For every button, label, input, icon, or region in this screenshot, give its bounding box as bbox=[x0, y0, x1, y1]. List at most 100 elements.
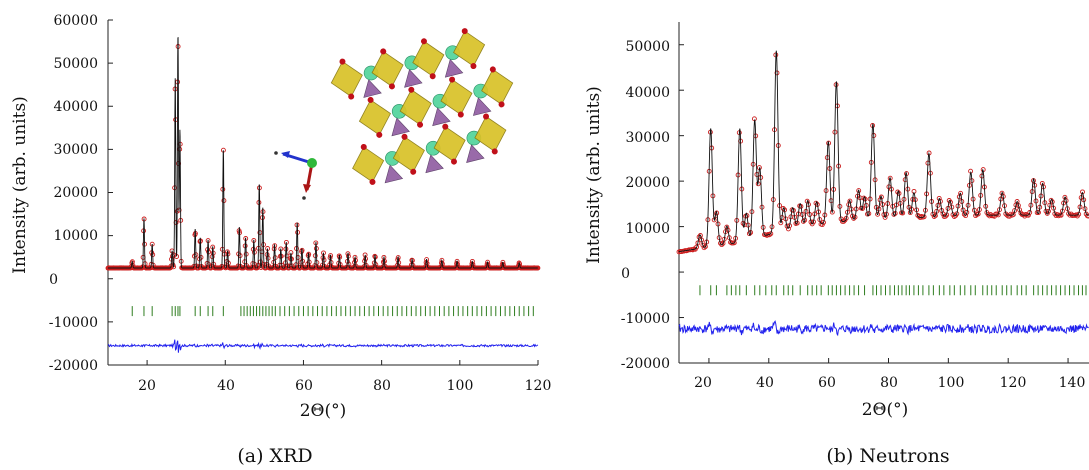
neutrons-observed-point bbox=[1080, 189, 1085, 195]
neutrons-observed-point bbox=[954, 211, 960, 217]
xrd-y-axis-label: Intensity (arb. units) bbox=[10, 96, 30, 274]
octahedron bbox=[474, 115, 507, 153]
neutrons-observed-point bbox=[875, 211, 881, 217]
neutrons-observed-point bbox=[697, 233, 703, 238]
xrd-panel: Intensity (arb. units) 60000 50000 40000… bbox=[10, 13, 551, 467]
octahedron bbox=[453, 30, 486, 67]
xrd-caption: (a) XRD bbox=[237, 445, 312, 467]
oxygen-atom bbox=[483, 113, 490, 120]
neutrons-observed-point bbox=[768, 231, 774, 237]
orientation-axes-icon bbox=[274, 151, 317, 200]
neutrons-difference-curve bbox=[678, 320, 1089, 337]
octahedron bbox=[352, 146, 385, 183]
xrd-x-tick: 40 bbox=[217, 378, 235, 394]
xrd-x-tick: 80 bbox=[373, 378, 391, 394]
neutrons-observed-point bbox=[718, 240, 723, 246]
neutrons-observed-point bbox=[731, 240, 737, 246]
oxygen-atom bbox=[489, 66, 496, 73]
neutrons-observed-point bbox=[694, 244, 700, 250]
octahedron bbox=[440, 79, 473, 116]
neutrons-y-tick: -20000 bbox=[621, 356, 670, 372]
oxygen-atom bbox=[380, 48, 387, 55]
neutrons-x-tick: 40 bbox=[756, 375, 774, 391]
xrd-x-tick-labels: 20 40 60 80 100 120 bbox=[138, 378, 551, 394]
oxygen-atom bbox=[449, 76, 456, 83]
neutrons-observed-point bbox=[701, 245, 707, 251]
neutrons-x-tick-labels: 20 40 60 80 100 120 140 bbox=[694, 375, 1085, 391]
neutrons-observed-point bbox=[800, 218, 806, 224]
neutrons-observed-point bbox=[856, 188, 862, 194]
tetrahedron bbox=[425, 154, 444, 174]
oxygen-atom bbox=[420, 38, 427, 45]
oxygen-atom bbox=[429, 73, 436, 80]
xrd-x-tick: 60 bbox=[295, 378, 313, 394]
xrd-x-tick: 20 bbox=[138, 378, 156, 394]
neutrons-observed-point bbox=[975, 211, 981, 217]
neutrons-y-tick: 50000 bbox=[625, 39, 670, 55]
neutrons-observed-point bbox=[948, 199, 953, 205]
neutrons-x-tick: 100 bbox=[938, 375, 965, 391]
neutrons-y-tick: 0 bbox=[621, 266, 630, 282]
neutrons-observed-point bbox=[821, 220, 826, 225]
xrd-y-tick: -20000 bbox=[49, 358, 98, 374]
neutrons-observed-point bbox=[851, 215, 857, 221]
oxygen-atom bbox=[360, 143, 367, 150]
neutrons-observed-point bbox=[719, 242, 725, 248]
octahedron bbox=[399, 89, 432, 126]
oxygen-atom bbox=[470, 63, 477, 70]
tetrahedron bbox=[444, 58, 464, 78]
neutrons-observed-point bbox=[936, 195, 942, 201]
neutrons-observed-point bbox=[847, 198, 853, 204]
xrd-observed-point bbox=[485, 259, 491, 265]
xrd-x-tick: 120 bbox=[525, 378, 552, 394]
oxygen-atom bbox=[348, 93, 355, 100]
tetrahedron bbox=[466, 144, 485, 163]
neutrons-y-tick: 40000 bbox=[625, 85, 670, 101]
neutrons-y-tick: -10000 bbox=[621, 311, 670, 327]
xrd-plot-area bbox=[105, 19, 541, 366]
xrd-bragg-markers bbox=[131, 306, 534, 317]
octahedron bbox=[358, 99, 391, 136]
neutrons-x-tick: 80 bbox=[880, 375, 898, 391]
octahedron bbox=[481, 68, 514, 105]
neutrons-observed-point bbox=[988, 212, 994, 218]
xrd-x-axis-label: 2Θ(°) bbox=[300, 401, 347, 421]
xrd-y-tick: 10000 bbox=[53, 228, 98, 244]
neutrons-panel: Intensity (arb. units) 50000 40000 30000… bbox=[584, 22, 1089, 467]
oxygen-atom bbox=[369, 178, 376, 185]
oxygen-atom bbox=[442, 123, 449, 130]
neutrons-y-tick: 20000 bbox=[625, 175, 670, 191]
oxygen-atom bbox=[491, 148, 498, 155]
neutrons-y-tick-labels: 50000 40000 30000 20000 10000 0 -10000 -… bbox=[621, 39, 670, 372]
xrd-y-tick: 50000 bbox=[53, 56, 98, 72]
oxygen-atom bbox=[450, 158, 457, 165]
crystal-structure-image bbox=[274, 28, 514, 200]
neutrons-bragg-markers bbox=[699, 285, 1087, 296]
oxygen-atom bbox=[461, 28, 468, 35]
tetrahedron bbox=[404, 69, 423, 88]
neutrons-caption: (b) Neutrons bbox=[826, 445, 949, 467]
neutrons-observed-point bbox=[843, 215, 849, 221]
neutrons-x-tick: 20 bbox=[694, 375, 712, 391]
octahedron bbox=[371, 50, 404, 87]
oxygen-atom bbox=[388, 83, 395, 90]
oxygen-atom bbox=[376, 131, 383, 138]
neutrons-observed-point bbox=[1010, 212, 1016, 218]
octahedron bbox=[392, 136, 425, 173]
tetrahedron bbox=[391, 117, 410, 137]
tetrahedron bbox=[432, 107, 451, 127]
xrd-y-tick: -10000 bbox=[49, 315, 98, 331]
neutrons-x-axis-label: 2Θ(°) bbox=[862, 400, 909, 420]
xrd-y-tick: 30000 bbox=[53, 142, 98, 158]
neutrons-y-axis-label: Intensity (arb. units) bbox=[584, 86, 604, 264]
oxygen-atom bbox=[410, 168, 417, 175]
tetrahedron bbox=[472, 97, 492, 116]
xrd-y-tick: 60000 bbox=[53, 13, 98, 29]
oxygen-atom bbox=[408, 86, 415, 93]
oxygen-atom bbox=[498, 101, 505, 108]
neutrons-x-tick: 120 bbox=[1000, 375, 1027, 391]
tetrahedron bbox=[384, 164, 404, 184]
octahedron bbox=[330, 61, 363, 98]
xrd-calculated-curve bbox=[108, 36, 538, 269]
